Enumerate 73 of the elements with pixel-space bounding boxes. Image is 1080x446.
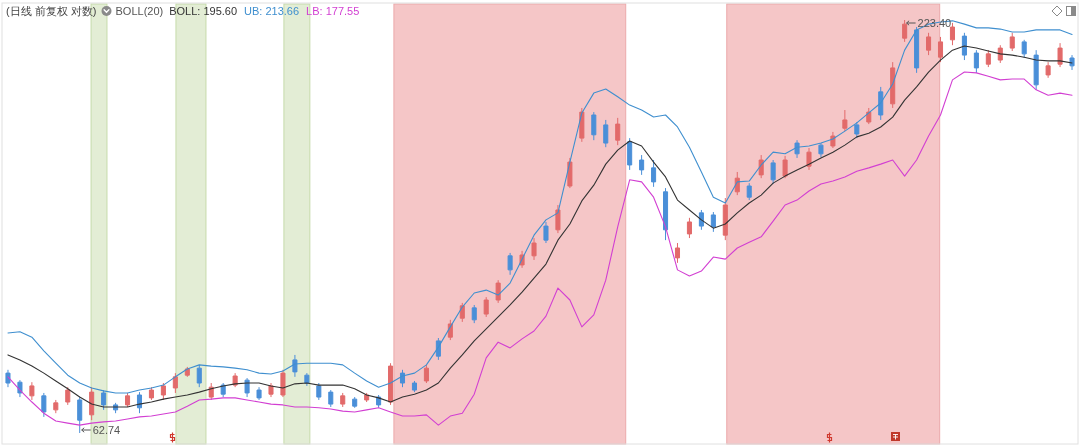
candlestick xyxy=(411,380,417,393)
chart-subtitle: BOLL(20) xyxy=(115,5,164,17)
candlestick xyxy=(770,159,776,185)
candlestick xyxy=(507,252,513,276)
candlestick xyxy=(639,154,645,176)
chart-title: (日线 前复权 对数) xyxy=(6,5,97,17)
candlestick xyxy=(555,204,561,234)
candlestick xyxy=(794,139,800,159)
candlestick xyxy=(352,396,358,409)
candlestick xyxy=(435,337,441,361)
candlestick xyxy=(674,242,681,264)
text: BOLL: 195.60 xyxy=(169,5,238,17)
candlestick xyxy=(304,372,310,387)
candlestick xyxy=(29,381,35,401)
candlestick xyxy=(985,49,991,68)
candlestick xyxy=(591,111,597,141)
candlestick xyxy=(854,121,860,139)
candlestick xyxy=(399,369,406,388)
candlestick xyxy=(543,221,549,244)
candlestick xyxy=(818,142,824,158)
candlestick xyxy=(782,155,788,179)
candlestick xyxy=(603,119,609,148)
candlestick xyxy=(280,369,286,398)
candlestick xyxy=(890,61,896,109)
candlestick xyxy=(483,296,489,318)
text: LB: 177.55 xyxy=(306,5,360,17)
candlestick xyxy=(722,197,728,241)
candlestick xyxy=(41,392,47,418)
candlestick xyxy=(878,86,884,121)
candlestick xyxy=(651,159,657,188)
candlestick xyxy=(686,217,692,239)
candlestick xyxy=(627,137,633,171)
candlestick xyxy=(471,304,477,324)
candlestick xyxy=(937,36,944,63)
candlestick xyxy=(806,147,812,171)
candlestick xyxy=(495,279,501,304)
candlestick xyxy=(710,211,716,233)
candlestick xyxy=(961,32,967,61)
candlestick xyxy=(902,19,908,43)
candlestick xyxy=(328,389,334,408)
candlestick xyxy=(949,22,955,46)
candlestick xyxy=(364,392,370,403)
candlestick xyxy=(292,354,298,378)
candlestick xyxy=(973,49,979,74)
candlestick xyxy=(340,392,346,408)
candlestick xyxy=(184,366,190,378)
candlestick xyxy=(172,372,178,394)
candlestick xyxy=(615,117,621,146)
candlestick xyxy=(160,382,166,401)
candlestick xyxy=(1033,49,1039,91)
candlestick xyxy=(125,392,131,408)
candlestick xyxy=(268,382,274,398)
candlestick xyxy=(663,187,669,241)
candlestick xyxy=(423,364,429,384)
candlestick xyxy=(256,386,262,401)
candlestick xyxy=(1045,61,1051,79)
candlestick xyxy=(89,386,95,421)
candlestick xyxy=(148,386,154,401)
candlestick xyxy=(316,382,322,401)
candlestick xyxy=(65,386,71,406)
candlestick xyxy=(926,32,932,56)
candlestick xyxy=(77,396,83,434)
candlestick xyxy=(746,182,752,201)
annotation: 62.74 xyxy=(92,424,121,436)
candlestick xyxy=(531,237,537,261)
candlestick xyxy=(196,364,202,388)
candlestick xyxy=(53,399,59,414)
text: UB: 213.66 xyxy=(244,5,300,17)
candlestick xyxy=(914,26,920,74)
candlestick xyxy=(1021,39,1027,59)
candlestick xyxy=(1009,32,1015,52)
candlestick xyxy=(842,109,848,132)
candlestick xyxy=(388,362,394,406)
